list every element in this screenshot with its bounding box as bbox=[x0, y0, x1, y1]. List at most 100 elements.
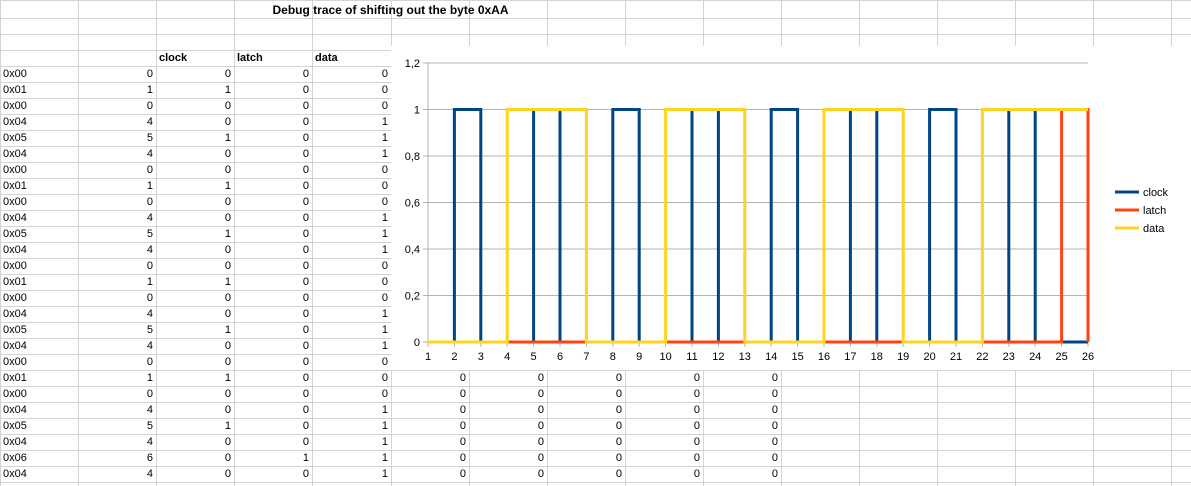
row-label-cell[interactable]: 0x00 bbox=[3, 388, 27, 400]
value-cell[interactable]: 0 bbox=[224, 212, 231, 224]
value-cell[interactable]: 0 bbox=[537, 468, 544, 480]
row-label-cell[interactable]: 0x01 bbox=[3, 180, 27, 192]
value-cell[interactable]: 0 bbox=[302, 388, 309, 400]
value-cell[interactable]: 1 bbox=[146, 84, 153, 96]
value-cell[interactable]: 0 bbox=[302, 132, 309, 144]
row-label-cell[interactable]: 0x01 bbox=[3, 372, 27, 384]
value-cell[interactable]: 4 bbox=[146, 244, 153, 256]
value-cell[interactable]: 1 bbox=[224, 84, 231, 96]
row-label-cell[interactable]: 0x04 bbox=[3, 212, 27, 224]
value-cell[interactable]: 1 bbox=[381, 340, 388, 352]
value-cell[interactable]: 4 bbox=[146, 116, 153, 128]
value-cell[interactable]: 0 bbox=[771, 404, 778, 416]
value-cell[interactable]: 0 bbox=[146, 260, 153, 272]
value-cell[interactable]: 0 bbox=[537, 404, 544, 416]
value-cell[interactable]: 1 bbox=[381, 212, 388, 224]
value-cell[interactable]: 0 bbox=[224, 340, 231, 352]
value-cell[interactable]: 0 bbox=[615, 468, 622, 480]
value-cell[interactable]: 0 bbox=[693, 372, 700, 384]
value-cell[interactable]: 0 bbox=[302, 260, 309, 272]
value-cell[interactable]: 0 bbox=[381, 292, 388, 304]
row-label-cell[interactable]: 0x04 bbox=[3, 340, 27, 352]
value-cell[interactable]: 0 bbox=[224, 148, 231, 160]
value-cell[interactable]: 0 bbox=[459, 388, 466, 400]
value-cell[interactable]: 0 bbox=[302, 468, 309, 480]
value-cell[interactable]: 1 bbox=[224, 324, 231, 336]
value-cell[interactable]: 0 bbox=[693, 468, 700, 480]
value-cell[interactable]: 0 bbox=[615, 372, 622, 384]
value-cell[interactable]: 0 bbox=[146, 292, 153, 304]
value-cell[interactable]: 0 bbox=[459, 468, 466, 480]
value-cell[interactable]: 1 bbox=[381, 116, 388, 128]
value-cell[interactable]: 0 bbox=[146, 196, 153, 208]
value-cell[interactable]: 0 bbox=[381, 180, 388, 192]
value-cell[interactable]: 0 bbox=[771, 420, 778, 432]
value-cell[interactable]: 0 bbox=[302, 180, 309, 192]
value-cell[interactable]: 1 bbox=[224, 372, 231, 384]
value-cell[interactable]: 0 bbox=[302, 116, 309, 128]
value-cell[interactable]: 0 bbox=[771, 372, 778, 384]
value-cell[interactable]: 0 bbox=[693, 404, 700, 416]
value-cell[interactable]: 0 bbox=[302, 244, 309, 256]
row-label-cell[interactable]: 0x04 bbox=[3, 436, 27, 448]
value-cell[interactable]: 0 bbox=[693, 388, 700, 400]
row-label-cell[interactable]: 0x04 bbox=[3, 116, 27, 128]
value-cell[interactable]: 0 bbox=[771, 468, 778, 480]
row-label-cell[interactable]: 0x01 bbox=[3, 84, 27, 96]
value-cell[interactable]: 0 bbox=[224, 260, 231, 272]
value-cell[interactable]: 1 bbox=[381, 436, 388, 448]
value-cell[interactable]: 1 bbox=[146, 372, 153, 384]
row-label-cell[interactable]: 0x00 bbox=[3, 164, 27, 176]
row-label-cell[interactable]: 0x05 bbox=[3, 228, 27, 240]
value-cell[interactable]: 0 bbox=[146, 356, 153, 368]
value-cell[interactable]: 6 bbox=[146, 452, 153, 464]
row-label-cell[interactable]: 0x06 bbox=[3, 452, 27, 464]
value-cell[interactable]: 0 bbox=[381, 84, 388, 96]
value-cell[interactable]: 1 bbox=[302, 452, 309, 464]
column-header[interactable]: data bbox=[315, 52, 338, 64]
row-label-cell[interactable]: 0x00 bbox=[3, 100, 27, 112]
value-cell[interactable]: 0 bbox=[459, 436, 466, 448]
value-cell[interactable]: 0 bbox=[224, 388, 231, 400]
value-cell[interactable]: 0 bbox=[224, 164, 231, 176]
value-cell[interactable]: 5 bbox=[146, 420, 153, 432]
row-label-cell[interactable]: 0x05 bbox=[3, 420, 27, 432]
value-cell[interactable]: 0 bbox=[224, 100, 231, 112]
value-cell[interactable]: 0 bbox=[693, 436, 700, 448]
value-cell[interactable]: 0 bbox=[381, 356, 388, 368]
row-label-cell[interactable]: 0x05 bbox=[3, 324, 27, 336]
value-cell[interactable]: 0 bbox=[381, 276, 388, 288]
value-cell[interactable]: 1 bbox=[224, 276, 231, 288]
value-cell[interactable]: 1 bbox=[381, 404, 388, 416]
value-cell[interactable]: 0 bbox=[693, 452, 700, 464]
value-cell[interactable]: 0 bbox=[615, 420, 622, 432]
value-cell[interactable]: 0 bbox=[615, 388, 622, 400]
value-cell[interactable]: 5 bbox=[146, 228, 153, 240]
value-cell[interactable]: 1 bbox=[224, 228, 231, 240]
value-cell[interactable]: 0 bbox=[302, 436, 309, 448]
value-cell[interactable]: 0 bbox=[381, 372, 388, 384]
value-cell[interactable]: 0 bbox=[459, 404, 466, 416]
value-cell[interactable]: 0 bbox=[302, 148, 309, 160]
value-cell[interactable]: 0 bbox=[224, 356, 231, 368]
value-cell[interactable]: 1 bbox=[381, 308, 388, 320]
chart-panel[interactable]: 0 0,2 0,4 0,6 0,8 1 1,2 1 2 3 4 5 6 7 8 9 10 11 12 13 14 15 16… bbox=[391, 46, 1191, 370]
value-cell[interactable]: 0 bbox=[771, 388, 778, 400]
value-cell[interactable]: 0 bbox=[224, 436, 231, 448]
value-cell[interactable]: 0 bbox=[381, 164, 388, 176]
value-cell[interactable]: 1 bbox=[381, 452, 388, 464]
value-cell[interactable]: 0 bbox=[224, 196, 231, 208]
value-cell[interactable]: 5 bbox=[146, 132, 153, 144]
value-cell[interactable]: 0 bbox=[615, 452, 622, 464]
value-cell[interactable]: 0 bbox=[537, 420, 544, 432]
value-cell[interactable]: 0 bbox=[146, 388, 153, 400]
value-cell[interactable]: 0 bbox=[381, 68, 388, 80]
row-label-cell[interactable]: 0x04 bbox=[3, 308, 27, 320]
value-cell[interactable]: 0 bbox=[302, 308, 309, 320]
value-cell[interactable]: 0 bbox=[224, 292, 231, 304]
value-cell[interactable]: 0 bbox=[302, 292, 309, 304]
value-cell[interactable]: 1 bbox=[224, 132, 231, 144]
row-label-cell[interactable]: 0x04 bbox=[3, 404, 27, 416]
value-cell[interactable]: 4 bbox=[146, 468, 153, 480]
value-cell[interactable]: 4 bbox=[146, 148, 153, 160]
